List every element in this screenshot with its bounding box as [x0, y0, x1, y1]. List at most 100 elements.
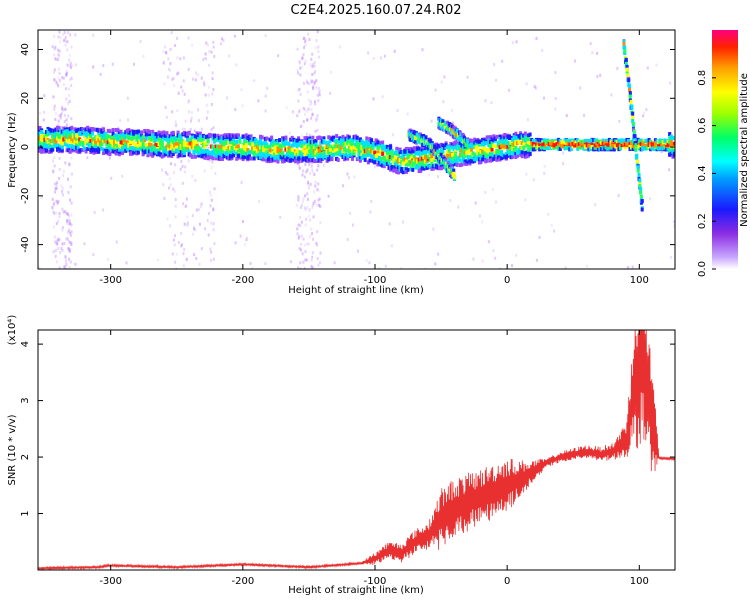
- spectrogram-speckle: [183, 127, 186, 131]
- spectrogram-ridge-cell: [390, 156, 394, 161]
- spectrogram-ridge-cell: [379, 140, 383, 145]
- spectrogram-ridge-cell: [262, 157, 266, 162]
- spectrogram-speckle: [65, 73, 68, 77]
- spectrogram-speckle: [169, 162, 172, 166]
- spectrogram-ridge-cell: [122, 138, 126, 143]
- spectrogram-ridge-cell: [411, 167, 415, 172]
- spectrogram-ridge-cell: [520, 154, 524, 159]
- spectrogram-ridge-cell: [70, 125, 74, 130]
- spectrogram-speckle: [296, 227, 299, 231]
- spectrogram-ridge-cell: [641, 139, 645, 144]
- spectrogram-speckle: [56, 242, 59, 246]
- spectrogram-ridge-cell: [487, 142, 491, 147]
- spectrogram-ridge-cell: [312, 148, 316, 153]
- spectrogram-ridge-cell: [468, 159, 472, 164]
- spectrogram-ridge-cell: [219, 144, 223, 149]
- spectrogram-ridge-cell: [287, 158, 291, 163]
- spectrogram-ridge-cell: [125, 134, 129, 139]
- spectrogram-branch-cell: [428, 144, 432, 149]
- spectrogram-ridge-cell: [339, 149, 343, 154]
- spectrogram-ridge-cell: [284, 154, 288, 159]
- spectrogram-ridge-cell: [187, 152, 191, 157]
- spectrogram-ridge-cell: [106, 134, 110, 139]
- spectrogram-speckle: [92, 253, 95, 257]
- spectrogram-speckle: [316, 30, 319, 34]
- spectrogram-ridge-cell: [252, 152, 256, 157]
- spectrogram-ridge-cell: [87, 128, 91, 133]
- spectrogram-branch-cell: [458, 140, 462, 145]
- spectrogram-ridge-cell: [316, 136, 320, 141]
- spectrogram-ridge-cell: [338, 143, 342, 148]
- spectrogram-ridge-cell: [111, 128, 115, 133]
- spectrogram-ridge-cell: [385, 152, 389, 157]
- spectrogram-speckle: [70, 45, 73, 49]
- spectrogram-speckle: [599, 73, 602, 77]
- spectrogram-speckle: [56, 180, 59, 184]
- spectrogram-ridge-cell: [363, 145, 367, 150]
- spectrogram-branch-cell: [454, 126, 458, 131]
- spectrogram-ridge-cell: [658, 146, 662, 151]
- spectrogram-ridge-cell: [38, 148, 42, 153]
- spectrogram-ridge-cell: [108, 142, 112, 147]
- spectrogram-speckle: [303, 62, 306, 66]
- spectrogram-ridge-cell: [311, 152, 315, 157]
- spectrogram-ridge-cell: [652, 146, 656, 151]
- spectrogram-ridge-cell: [503, 154, 507, 159]
- spectrogram-ridge-cell: [75, 128, 79, 133]
- spectrogram-ridge-cell: [420, 147, 424, 152]
- spectrogram-ridge-cell: [335, 151, 339, 156]
- spectrogram-ridge-cell: [514, 155, 518, 160]
- spectrogram-ridge-cell: [479, 152, 483, 157]
- spectrogram-ridge-cell: [233, 150, 237, 155]
- spectrogram-speckle: [234, 108, 237, 112]
- spectrogram-ridge-cell: [165, 144, 169, 149]
- spectrogram-speckle: [186, 223, 189, 227]
- spectrogram-ridge-cell: [75, 137, 79, 142]
- spectrogram-speckle: [318, 261, 321, 265]
- spectrogram-speckle: [171, 77, 174, 81]
- spectrogram-ridge-cell: [566, 139, 570, 144]
- spectrogram-ridge-cell: [525, 136, 529, 141]
- spectrogram-ridge-cell: [538, 142, 542, 147]
- spectrogram-ridge-cell: [70, 144, 74, 149]
- spectrogram-ridge-cell: [281, 136, 285, 141]
- spectrogram-speckle: [66, 236, 69, 240]
- spectrogram-speckle: [64, 43, 67, 47]
- spectrogram-ridge-cell: [303, 136, 307, 141]
- spectrogram-ridge-cell: [501, 155, 505, 160]
- spectrogram-speckle: [305, 132, 308, 136]
- spectrogram-ridge-cell: [355, 135, 359, 140]
- spectrogram-ridge-cell: [601, 141, 605, 146]
- spectrogram-ridge-cell: [163, 151, 167, 156]
- spectrogram-ridge-cell: [473, 137, 477, 142]
- spectrogram-ridge-cell: [395, 159, 399, 164]
- spectrogram-ridge-cell: [573, 140, 577, 145]
- spectrogram-ridge-cell: [506, 141, 510, 146]
- spectrogram-speckle: [311, 160, 314, 164]
- spectrogram-ridge-cell: [628, 141, 632, 146]
- spectrogram-ridge-cell: [213, 148, 217, 153]
- spectrogram-ridge-cell: [671, 146, 675, 151]
- snr-x-tick-label: 100: [630, 576, 649, 587]
- spectrogram-speckle: [525, 172, 528, 176]
- spectrogram-speckle: [245, 238, 248, 242]
- spectrogram-ridge-cell: [593, 145, 597, 150]
- spectrogram-ridge-cell: [160, 142, 164, 147]
- spectrogram-speckle: [318, 197, 321, 201]
- spectrogram-ridge-cell: [40, 134, 44, 139]
- spectrogram-ridge-cell: [132, 146, 136, 151]
- spectrogram-ridge-cell: [409, 160, 413, 165]
- spectrogram-ridge-cell: [312, 143, 316, 148]
- spectrogram-speckle: [306, 205, 309, 209]
- spectrogram-ridge-cell: [660, 146, 664, 151]
- spectrogram-ridge-cell: [263, 141, 267, 146]
- spectrogram-ridge-cell: [576, 146, 580, 151]
- spectrogram-ridge-cell: [428, 157, 432, 162]
- spectrogram-speckle: [381, 95, 384, 99]
- spectrogram-ridge-cell: [414, 151, 418, 156]
- spectrogram-ridge-cell: [189, 141, 193, 146]
- snr-x-label: Height of straight line (km): [288, 585, 424, 596]
- spectrogram-ridge-cell: [525, 143, 529, 148]
- spectrogram-ridge-cell: [287, 142, 291, 147]
- spectrogram-speckle: [69, 185, 72, 189]
